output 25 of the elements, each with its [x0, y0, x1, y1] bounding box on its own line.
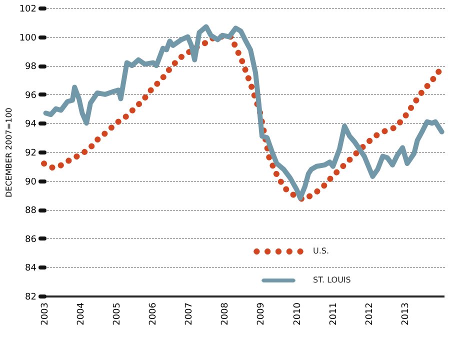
x-tick-label: 2012 [364, 302, 375, 326]
y-tick-label: 102 [19, 4, 36, 14]
x-tick-label: 2003 [40, 302, 50, 326]
x-tick-label: 2010 [292, 302, 303, 326]
x-tick-label: 2004 [76, 302, 87, 326]
x-tick-label: 2005 [112, 302, 123, 326]
y-tick-label: 96 [25, 90, 37, 101]
y-tick-label: 98 [25, 62, 37, 72]
y-tick-label: 88 [25, 206, 37, 216]
x-tick-label: 2007 [184, 302, 195, 326]
x-tick-label: 2011 [328, 302, 339, 326]
legend-label: U.S. [313, 246, 330, 256]
x-tick-label: 2013 [400, 302, 411, 326]
y-axis-title: DECEMBER 2007=100 [4, 108, 14, 198]
legend-label: ST. LOUIS [313, 276, 351, 284]
y-tick-label: 94 [25, 120, 37, 130]
y-tick-label: 86 [25, 234, 37, 245]
y-tick-label: 92 [25, 148, 36, 158]
y-tick-label: 100 [19, 33, 37, 44]
x-tick-label: 2009 [256, 302, 267, 326]
x-tick-label: 2008 [220, 302, 231, 326]
y-tick-label: 82 [25, 292, 36, 302]
x-tick-label: 2006 [148, 302, 159, 326]
y-tick-label: 84 [25, 264, 37, 274]
y-tick-label: 90 [25, 177, 37, 188]
